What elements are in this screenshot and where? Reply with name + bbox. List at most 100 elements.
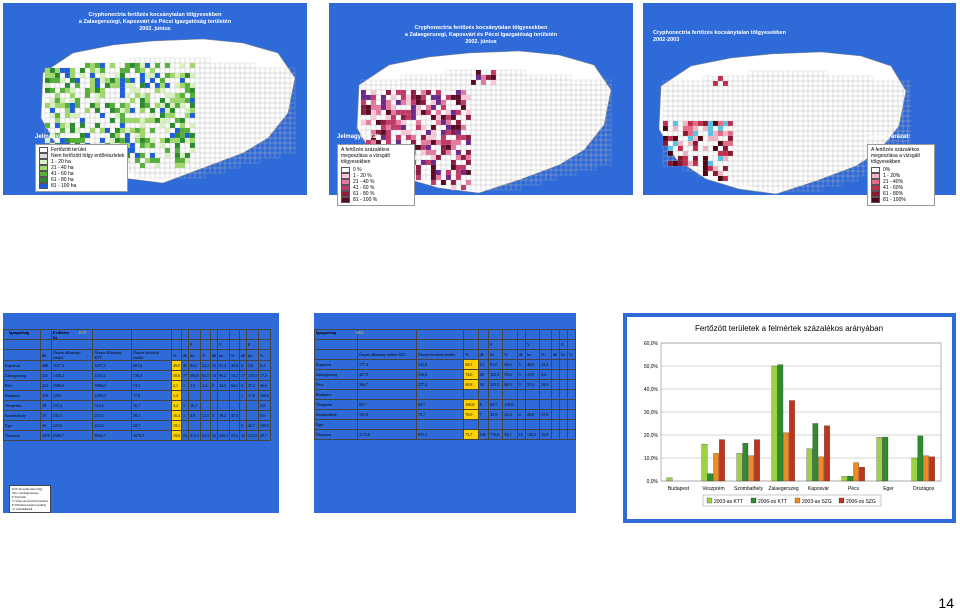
map-2-legend-box: A fertőzés százalékos megoszlása a vizsg… [337, 144, 415, 206]
map-infected-cell [401, 110, 406, 115]
map-infected-cell [140, 128, 145, 133]
map-infected-cell [446, 150, 451, 155]
map-infected-cell [100, 68, 105, 73]
map-infected-cell [90, 78, 95, 83]
table-cell: Összesen [314, 429, 358, 440]
map-3-title-line-2: 2002-2003 [653, 37, 680, 43]
map-infected-cell [431, 170, 436, 175]
map-infected-cell [120, 93, 125, 98]
map-infected-cell [376, 110, 381, 115]
map-infected-cell [436, 120, 441, 125]
map-infected-cell [115, 113, 120, 118]
map-infected-cell [120, 83, 125, 88]
table-cell [567, 339, 576, 350]
map-slide-3: Cryphonectria fertőzés kocsánytalan tölg… [643, 3, 956, 206]
map-infected-cell [723, 81, 728, 86]
map-grid-cell [600, 159, 607, 166]
map-infected-cell [421, 90, 426, 95]
table-1-note: SZG: Szelídgesztenye [12, 491, 39, 495]
map-grid-cell [525, 179, 532, 186]
map-infected-cell [436, 155, 441, 160]
table-cell: ha [245, 349, 259, 361]
map-infected-cell [45, 68, 50, 73]
map-grid-cell [279, 127, 286, 134]
map-infected-cell [401, 120, 406, 125]
map-infected-cell [60, 128, 65, 133]
map-infected-cell [120, 88, 125, 93]
table-cell [416, 339, 465, 350]
map-infected-cell [130, 78, 135, 83]
table-cell [187, 420, 201, 431]
table-cell [539, 419, 553, 430]
map-infected-cell [708, 131, 713, 136]
table-cell [314, 349, 358, 360]
map-infected-cell [446, 95, 451, 100]
table-1-note: E: Elhalással sújtott (terület) [12, 503, 47, 507]
map-infected-cell [100, 63, 105, 68]
table-cell: 74,0 [463, 369, 479, 380]
map-infected-cell [406, 130, 411, 135]
map-grid-cell [234, 162, 241, 169]
map-grid-cell [284, 117, 291, 124]
table-row: Összes állomány terület SZG Összes fertőz… [314, 349, 576, 360]
table-cell [516, 389, 526, 400]
map-infected-cell [436, 170, 441, 175]
table-cell: 96,2 [216, 370, 230, 381]
map-infected-cell [466, 140, 471, 145]
map-grid-cell [540, 174, 547, 181]
map-infected-cell [60, 68, 65, 73]
table-cell [551, 339, 561, 350]
map-infected-cell [85, 108, 90, 113]
table-2-wrap: F V E Összes állomány terület SZG Összes fer… [314, 313, 576, 513]
bar [841, 476, 848, 482]
legend-label: 2003-as KTT [714, 499, 743, 505]
map-infected-cell [110, 103, 115, 108]
map-grid-cell [219, 162, 226, 169]
map-3-legend-item: 61 - 80% [871, 191, 931, 197]
map-grid-cell [585, 159, 592, 166]
table-cell: 1 [180, 410, 189, 421]
table-cell [567, 399, 576, 410]
table-cell: 69,8 [463, 379, 479, 390]
map-infected-cell [426, 135, 431, 140]
map-infected-cell [90, 73, 95, 78]
map-1-legend-item: 1 - 20 ha [39, 159, 124, 165]
bar [911, 457, 918, 482]
table-cell: 26,8 [524, 409, 541, 420]
map-infected-cell [180, 128, 185, 133]
map-infected-cell [446, 130, 451, 135]
table-cell [238, 339, 247, 350]
map-infected-cell [431, 155, 436, 160]
legend-swatch [794, 497, 801, 504]
map-infected-cell [45, 138, 50, 143]
map-infected-cell [431, 130, 436, 135]
map-3-legend-item: 0% [871, 167, 931, 173]
map-grid-cell [842, 170, 849, 177]
map-infected-cell [451, 180, 456, 185]
map-infected-cell [401, 115, 406, 120]
map-grid-cell [289, 122, 296, 129]
map-infected-cell [426, 130, 431, 135]
map-3-legend-item: 1 - 20% [871, 173, 931, 179]
map-infected-cell [150, 153, 155, 158]
map-infected-cell [90, 83, 95, 88]
map-infected-cell [190, 133, 195, 138]
map-infected-cell [366, 120, 371, 125]
map-grid-cell [580, 154, 587, 161]
table-cell: 18,2 [216, 410, 230, 421]
map-infected-cell [80, 123, 85, 128]
map-grid-cell [234, 157, 241, 164]
map-infected-cell [703, 121, 708, 126]
map-infected-cell [426, 105, 431, 110]
map-grid-cell [662, 150, 669, 157]
map-grid-cell [600, 154, 607, 161]
legend-label: 41 - 60 % [353, 185, 375, 191]
map-infected-cell [125, 108, 130, 113]
map-2-title: Cryphonectria fertőzés kocsánytalan tölg… [329, 25, 633, 46]
map-infected-cell [718, 76, 723, 81]
map-grid-cell [575, 154, 582, 161]
table-cell: 233,5 [50, 410, 94, 421]
map-infected-cell [160, 113, 165, 118]
map-infected-cell [80, 118, 85, 123]
map-infected-cell [150, 143, 155, 148]
